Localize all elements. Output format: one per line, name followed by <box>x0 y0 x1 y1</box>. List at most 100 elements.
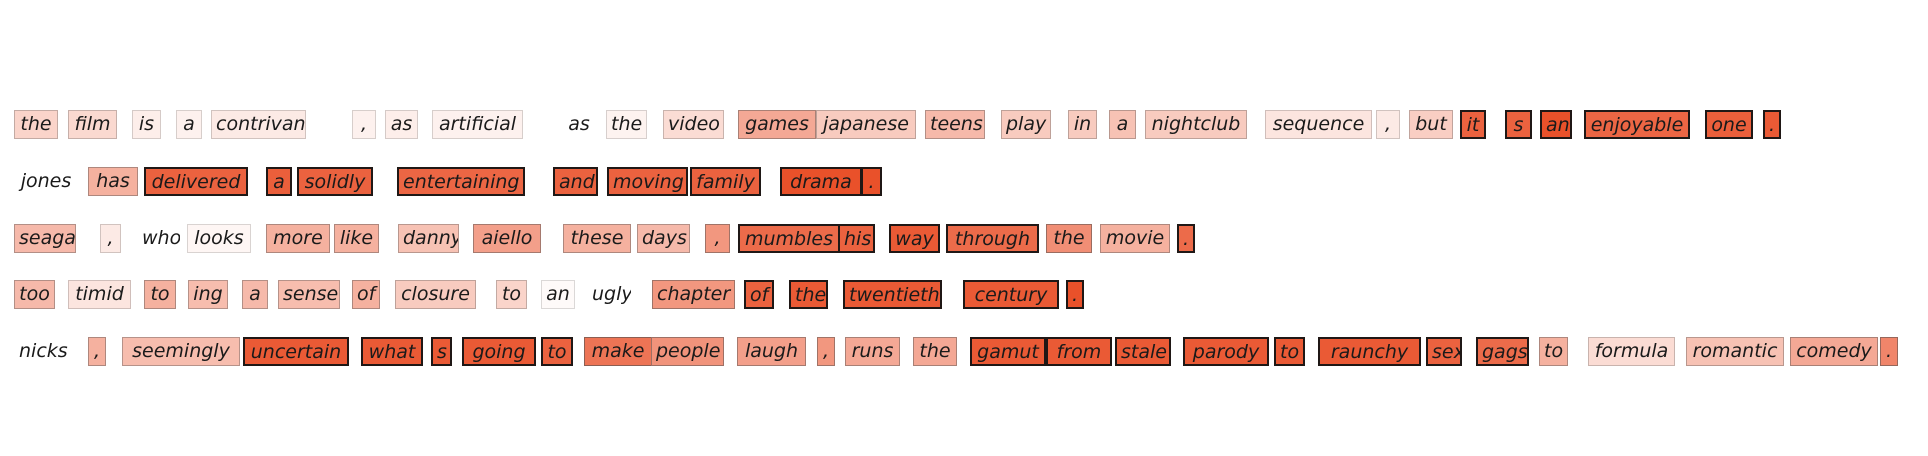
token-row4-3: ing <box>188 280 228 309</box>
token-row1-9: the <box>606 110 647 139</box>
token-row1-6: as <box>385 110 418 139</box>
token-row5-1: , <box>88 337 106 366</box>
token-row5-18: to <box>1274 337 1305 366</box>
token-row2-3: a <box>266 167 292 196</box>
token-row5-3: uncertain <box>243 337 349 366</box>
token-row2-2: delivered <box>144 167 248 196</box>
token-row3-5: like <box>334 224 379 253</box>
token-row5-0: nicks <box>14 337 72 366</box>
token-row3-2: who <box>137 224 181 253</box>
token-row1-1: film <box>68 110 117 139</box>
token-row2-10: . <box>861 167 882 196</box>
token-row1-5: , <box>352 110 376 139</box>
token-row1-16: a <box>1109 110 1136 139</box>
token-row3-17: . <box>1177 224 1195 253</box>
token-row3-3: looks <box>187 224 251 253</box>
token-row1-15: in <box>1068 110 1097 139</box>
token-row3-16: movie <box>1100 224 1170 253</box>
token-row5-14: gamut <box>970 337 1046 366</box>
token-row1-22: s <box>1505 110 1532 139</box>
token-row4-1: timid <box>68 280 131 309</box>
token-row1-7: artificial <box>432 110 523 139</box>
token-row3-0: seagal <box>14 224 76 253</box>
token-row3-8: these <box>563 224 631 253</box>
token-row4-4: a <box>242 280 268 309</box>
token-row2-1: has <box>88 167 138 196</box>
token-row1-17: nightclub <box>1145 110 1247 139</box>
token-row1-8: as <box>562 110 596 139</box>
token-row4-15: century <box>963 280 1059 309</box>
token-row4-6: of <box>352 280 380 309</box>
token-row3-11: mumbles <box>738 224 840 253</box>
token-row1-18: sequence <box>1265 110 1372 139</box>
token-row5-12: runs <box>845 337 900 366</box>
token-row1-11: games <box>738 110 816 139</box>
token-row4-0: too <box>14 280 55 309</box>
token-row5-26: . <box>1880 337 1898 366</box>
token-row5-21: gags <box>1476 337 1529 366</box>
token-row5-15: from <box>1046 337 1112 366</box>
token-row2-8: family <box>690 167 761 196</box>
token-row1-25: one <box>1705 110 1753 139</box>
token-row1-24: enjoyable <box>1584 110 1690 139</box>
token-row5-2: seemingly <box>122 337 240 366</box>
token-row4-5: sense <box>278 280 340 309</box>
token-row5-17: parody <box>1183 337 1269 366</box>
token-row1-10: video <box>663 110 724 139</box>
token-row4-14: twentieth <box>843 280 942 309</box>
token-row5-20: sex <box>1426 337 1462 366</box>
token-row5-4: what <box>361 337 423 366</box>
token-row3-4: more <box>266 224 330 253</box>
token-row3-9: days <box>637 224 690 253</box>
token-row3-13: way <box>889 224 940 253</box>
token-row2-5: entertaining <box>397 167 525 196</box>
token-row2-7: moving <box>607 167 688 196</box>
token-row5-9: people <box>651 337 724 366</box>
token-row1-19: , <box>1376 110 1400 139</box>
token-row1-3: a <box>176 110 202 139</box>
token-row4-8: to <box>496 280 527 309</box>
token-row5-10: laugh <box>737 337 806 366</box>
token-row1-0: the <box>14 110 58 139</box>
token-row1-20: but <box>1409 110 1453 139</box>
token-row4-9: an <box>541 280 575 309</box>
token-row4-13: the <box>789 280 828 309</box>
token-row4-10: ugly <box>587 280 632 309</box>
token-row1-14: play <box>1001 110 1051 139</box>
token-row2-0: jones <box>14 167 78 196</box>
token-row5-16: stale <box>1115 337 1171 366</box>
token-row1-23: an <box>1540 110 1572 139</box>
token-row5-8: make <box>584 337 652 366</box>
token-row5-25: comedy <box>1790 337 1878 366</box>
token-row4-2: to <box>144 280 176 309</box>
token-row3-14: through <box>946 224 1039 253</box>
token-row3-1: , <box>100 224 121 253</box>
token-row3-10: , <box>705 224 730 253</box>
token-row5-6: going <box>462 337 536 366</box>
token-row1-4: contrivance <box>211 110 306 139</box>
token-row5-13: the <box>913 337 957 366</box>
token-row2-6: and <box>553 167 598 196</box>
token-row5-5: s <box>431 337 452 366</box>
token-row5-22: to <box>1539 337 1568 366</box>
token-row3-7: aiello <box>473 224 541 253</box>
token-row1-13: teens <box>925 110 985 139</box>
token-row2-9: drama <box>780 167 862 196</box>
token-row4-16: . <box>1066 280 1084 309</box>
token-row1-26: . <box>1763 110 1781 139</box>
token-row3-15: the <box>1046 224 1092 253</box>
token-row5-19: raunchy <box>1318 337 1421 366</box>
token-row4-7: closure <box>395 280 476 309</box>
token-row4-12: of <box>744 280 774 309</box>
token-row3-12: his <box>838 224 875 253</box>
token-row3-6: danny <box>398 224 459 253</box>
token-row1-21: it <box>1460 110 1486 139</box>
token-row5-7: to <box>541 337 573 366</box>
token-row5-24: romantic <box>1686 337 1784 366</box>
token-row2-4: solidly <box>297 167 373 196</box>
token-row1-12: japanese <box>816 110 916 139</box>
token-row5-23: formula <box>1588 337 1675 366</box>
token-row5-11: , <box>817 337 835 366</box>
token-row4-11: chapter <box>652 280 735 309</box>
